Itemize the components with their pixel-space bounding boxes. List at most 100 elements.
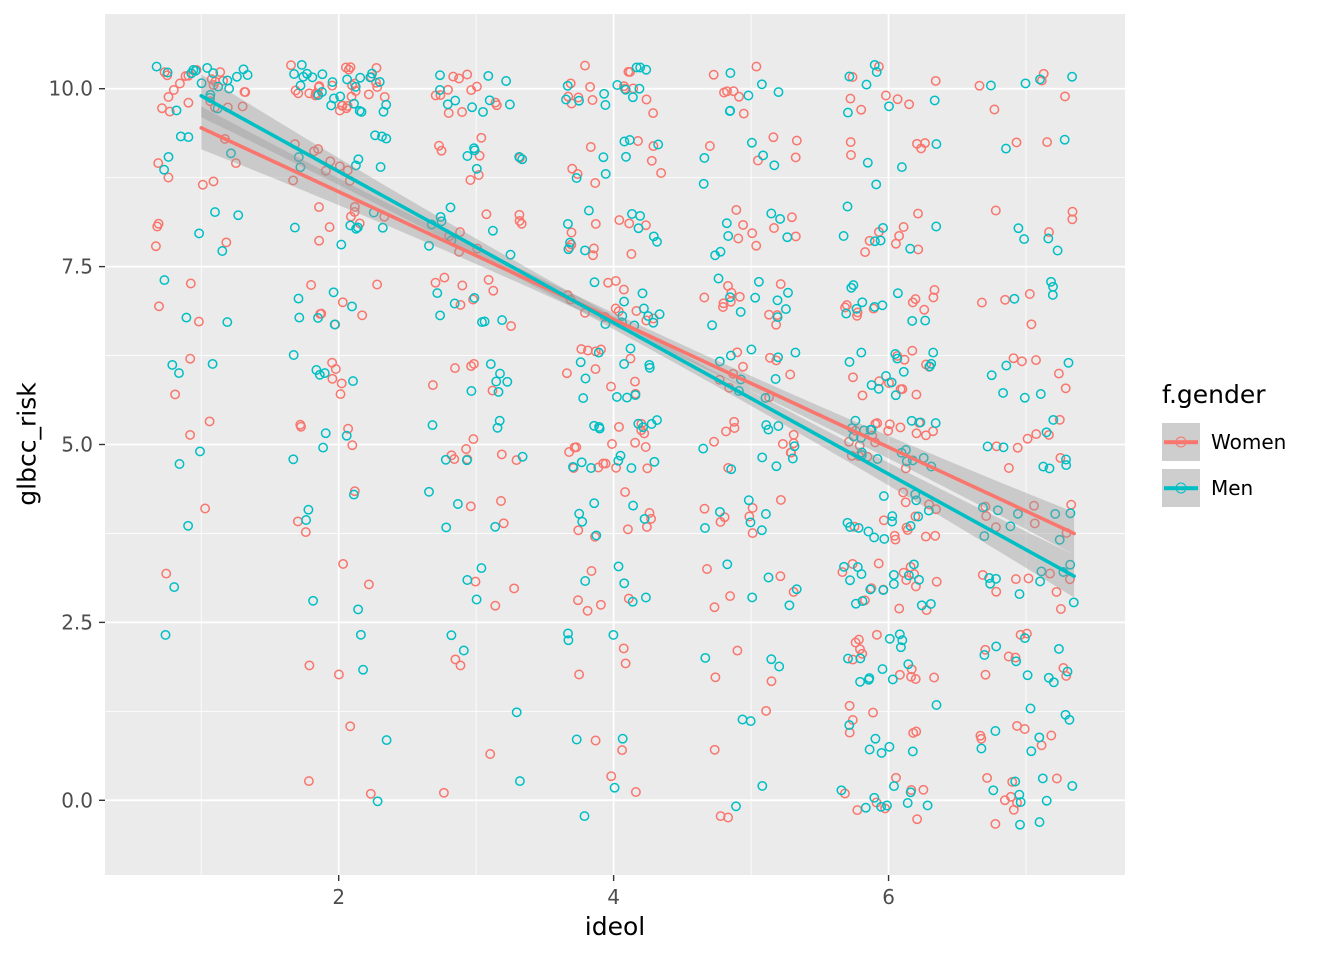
data-point bbox=[723, 231, 734, 241]
data-point bbox=[468, 358, 479, 369]
data-point bbox=[1026, 319, 1037, 330]
data-point bbox=[496, 496, 506, 506]
data-point bbox=[890, 534, 901, 545]
data-point bbox=[925, 598, 936, 609]
data-point bbox=[1016, 356, 1027, 367]
data-point bbox=[700, 523, 710, 533]
data-point bbox=[989, 104, 1000, 115]
data-point bbox=[576, 457, 587, 468]
data-point bbox=[465, 175, 476, 185]
legend: f.gender Women Men bbox=[1162, 380, 1286, 515]
data-point bbox=[892, 94, 903, 105]
data-point bbox=[600, 100, 611, 110]
data-point bbox=[756, 525, 767, 536]
data-point bbox=[976, 297, 987, 308]
data-point bbox=[895, 642, 906, 653]
data-point bbox=[343, 64, 354, 75]
data-point bbox=[353, 154, 364, 165]
data-point bbox=[855, 644, 865, 655]
data-point bbox=[590, 218, 601, 229]
data-point bbox=[842, 107, 853, 118]
data-point bbox=[857, 297, 868, 308]
data-point bbox=[719, 87, 729, 98]
data-point bbox=[591, 530, 602, 541]
data-point bbox=[614, 215, 625, 226]
data-point bbox=[304, 660, 315, 671]
data-point bbox=[377, 222, 388, 233]
data-point bbox=[784, 600, 795, 611]
data-point bbox=[857, 648, 868, 659]
data-point bbox=[193, 316, 204, 327]
data-point bbox=[183, 70, 194, 81]
data-point bbox=[185, 353, 196, 364]
data-point bbox=[615, 450, 626, 461]
data-point bbox=[1011, 137, 1022, 148]
data-point bbox=[907, 345, 918, 356]
data-point bbox=[868, 707, 878, 718]
legend-label-women: Women bbox=[1211, 430, 1287, 454]
data-point bbox=[314, 369, 325, 380]
data-point bbox=[490, 600, 501, 611]
data-point bbox=[920, 430, 931, 441]
data-point bbox=[766, 676, 777, 687]
data-point bbox=[853, 522, 864, 533]
data-point bbox=[654, 309, 665, 320]
data-point bbox=[1014, 589, 1025, 600]
data-point bbox=[594, 421, 605, 432]
data-point bbox=[295, 80, 306, 91]
data-point bbox=[905, 787, 916, 798]
data-point bbox=[222, 317, 233, 328]
data-point bbox=[455, 299, 466, 310]
data-point bbox=[1054, 534, 1065, 545]
data-point bbox=[844, 356, 855, 367]
data-point bbox=[461, 444, 472, 454]
data-point bbox=[288, 350, 299, 360]
data-point bbox=[897, 635, 908, 646]
data-point bbox=[490, 521, 501, 532]
data-point bbox=[902, 798, 913, 808]
data-point bbox=[1011, 656, 1022, 667]
data-point bbox=[462, 151, 473, 161]
data-point bbox=[465, 501, 476, 512]
data-point bbox=[575, 357, 586, 368]
data-point bbox=[574, 95, 584, 106]
data-point bbox=[1019, 234, 1030, 245]
data-point bbox=[153, 158, 164, 169]
data-point bbox=[884, 101, 894, 112]
data-point bbox=[1065, 559, 1076, 570]
data-point bbox=[746, 344, 757, 355]
data-point bbox=[634, 83, 645, 94]
data-point bbox=[342, 74, 353, 85]
data-point bbox=[906, 415, 917, 426]
data-point bbox=[895, 384, 906, 395]
data-point bbox=[617, 733, 628, 744]
data-point bbox=[517, 451, 528, 462]
data-point bbox=[848, 280, 859, 291]
data-point bbox=[309, 146, 320, 157]
data-point bbox=[865, 424, 876, 435]
data-point bbox=[641, 94, 652, 105]
data-point bbox=[485, 749, 496, 759]
data-point bbox=[1036, 566, 1047, 577]
data-point bbox=[320, 165, 331, 176]
regression-line bbox=[199, 94, 1076, 578]
data-point bbox=[699, 292, 710, 303]
data-point bbox=[327, 373, 338, 384]
data-point bbox=[775, 571, 786, 582]
data-point bbox=[836, 785, 847, 796]
data-point bbox=[623, 66, 634, 77]
data-point bbox=[923, 505, 934, 516]
data-point bbox=[434, 140, 444, 151]
data-point bbox=[1043, 429, 1054, 440]
data-point bbox=[785, 369, 796, 380]
data-point bbox=[440, 454, 451, 465]
data-point bbox=[630, 376, 640, 387]
data-point bbox=[469, 143, 479, 154]
data-point bbox=[930, 75, 941, 86]
data-point bbox=[1003, 463, 1014, 473]
data-point bbox=[514, 209, 525, 220]
data-point bbox=[791, 584, 802, 595]
data-point bbox=[1022, 433, 1033, 444]
data-point bbox=[494, 415, 505, 426]
data-point bbox=[345, 721, 356, 732]
